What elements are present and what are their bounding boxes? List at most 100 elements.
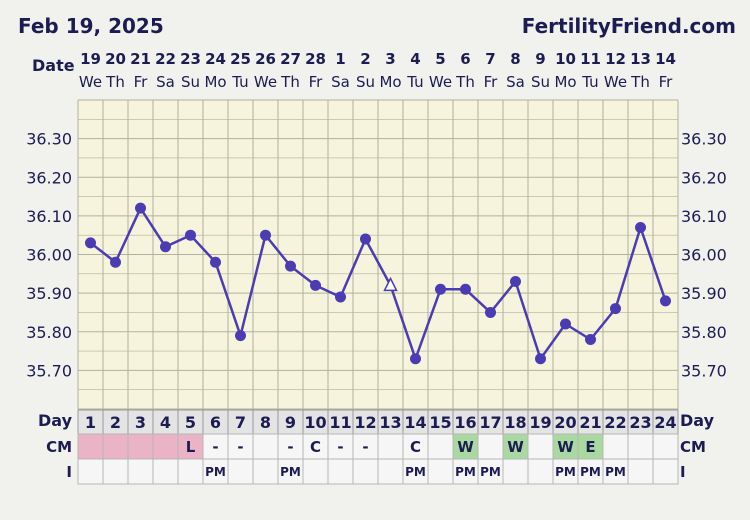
- y-tick-label-left: 36.20: [26, 168, 72, 187]
- temperature-point: [110, 256, 121, 268]
- y-tick-label-right: 36.10: [681, 207, 727, 226]
- date-label: 4: [410, 50, 420, 68]
- intercourse-value: PM: [280, 465, 301, 479]
- intercourse-cell: [502, 458, 529, 485]
- cm-cell: [577, 433, 604, 460]
- day-number: 9: [285, 413, 296, 432]
- day-number: 12: [354, 413, 376, 432]
- weekday-label: Sa: [331, 73, 350, 91]
- y-tick-label-right: 35.80: [681, 323, 727, 342]
- date-label: 28: [305, 50, 326, 68]
- cm-cell: [277, 433, 304, 460]
- date-label: 27: [280, 50, 301, 68]
- y-tick-label-left: 35.80: [26, 323, 72, 342]
- temperature-point: [235, 330, 246, 342]
- intercourse-cell: [277, 458, 304, 485]
- cm-value: E: [585, 438, 595, 456]
- cm-row-label-left: CM: [46, 438, 72, 456]
- intercourse-cell: [102, 458, 129, 485]
- temperature-point: [310, 279, 321, 291]
- weekday-label: Mo: [554, 73, 576, 91]
- weekday-label: Tu: [231, 73, 248, 91]
- cm-value: -: [362, 438, 368, 456]
- date-label: 23: [180, 50, 201, 68]
- weekday-label: We: [254, 73, 277, 91]
- date-label: 11: [580, 50, 601, 68]
- cm-value: -: [237, 438, 243, 456]
- y-tick-label-right: 35.90: [681, 284, 727, 303]
- y-tick-label-left: 36.30: [26, 130, 72, 149]
- intercourse-cell: [152, 458, 179, 485]
- cm-value: C: [310, 438, 321, 456]
- day-number: 20: [554, 413, 576, 432]
- date-label: 25: [230, 50, 251, 68]
- y-tick-label-left: 35.90: [26, 284, 72, 303]
- intercourse-cell: [77, 458, 104, 485]
- temperature-point-discarded: [383, 276, 398, 292]
- cm-cell: [552, 433, 579, 460]
- weekday-label: Su: [181, 73, 200, 91]
- intercourse-value: PM: [555, 465, 576, 479]
- temperature-point: [435, 283, 446, 295]
- temperature-point: [660, 295, 671, 307]
- cm-cell: [102, 433, 129, 460]
- cm-row-label-right: CM: [680, 438, 706, 456]
- temperature-point: [360, 233, 371, 245]
- weekday-label: We: [429, 73, 452, 91]
- date-label: 10: [555, 50, 576, 68]
- weekday-label: Mo: [379, 73, 401, 91]
- cm-cell: [252, 433, 279, 460]
- date-label: 24: [205, 50, 226, 68]
- y-tick-label-right: 35.70: [681, 361, 727, 380]
- intercourse-value: PM: [605, 465, 626, 479]
- temperature-point: [410, 353, 421, 365]
- weekday-label: Th: [455, 73, 475, 91]
- cm-cell: [502, 433, 529, 460]
- date-label: 7: [485, 50, 495, 68]
- date-row-label: Date: [32, 56, 75, 75]
- day-number: 7: [235, 413, 246, 432]
- day-row-label-right: Day: [680, 411, 715, 430]
- temperature-point: [460, 283, 471, 295]
- intercourse-cell: [477, 458, 504, 485]
- cm-cell: [152, 433, 179, 460]
- y-tick-label-right: 36.00: [681, 246, 727, 265]
- temperature-point: [160, 241, 171, 253]
- day-number: 22: [604, 413, 626, 432]
- cm-cell: [527, 433, 554, 460]
- date-label: 5: [435, 50, 445, 68]
- day-number: 11: [329, 413, 351, 432]
- weekday-label: Th: [630, 73, 650, 91]
- temperature-point: [210, 256, 221, 268]
- intercourse-cell: [177, 458, 204, 485]
- temperature-point: [185, 229, 196, 241]
- day-number: 16: [454, 413, 476, 432]
- cm-cell: [377, 433, 404, 460]
- date-label: 2: [360, 50, 370, 68]
- day-number: 19: [529, 413, 551, 432]
- weekday-label: Su: [356, 73, 375, 91]
- intercourse-cell: [552, 458, 579, 485]
- temperature-point: [510, 276, 521, 288]
- weekday-label: Th: [105, 73, 125, 91]
- day-number: 13: [379, 413, 401, 432]
- temperature-point: [260, 229, 271, 241]
- temperature-point: [635, 221, 646, 233]
- intercourse-cell: [352, 458, 379, 485]
- day-number: 2: [110, 413, 121, 432]
- date-label: 22: [155, 50, 176, 68]
- temperature-point: [485, 306, 496, 318]
- weekday-label: Sa: [156, 73, 175, 91]
- intercourse-cell: [527, 458, 554, 485]
- intercourse-value: PM: [455, 465, 476, 479]
- date-label: 6: [460, 50, 470, 68]
- day-number: 4: [160, 413, 171, 432]
- weekday-label: Fr: [484, 73, 499, 91]
- date-label: 26: [255, 50, 276, 68]
- day-number: 18: [504, 413, 526, 432]
- cm-value: -: [337, 438, 343, 456]
- temperature-point: [85, 237, 96, 249]
- y-tick-label-left: 35.70: [26, 361, 72, 380]
- weekday-label: Sa: [506, 73, 525, 91]
